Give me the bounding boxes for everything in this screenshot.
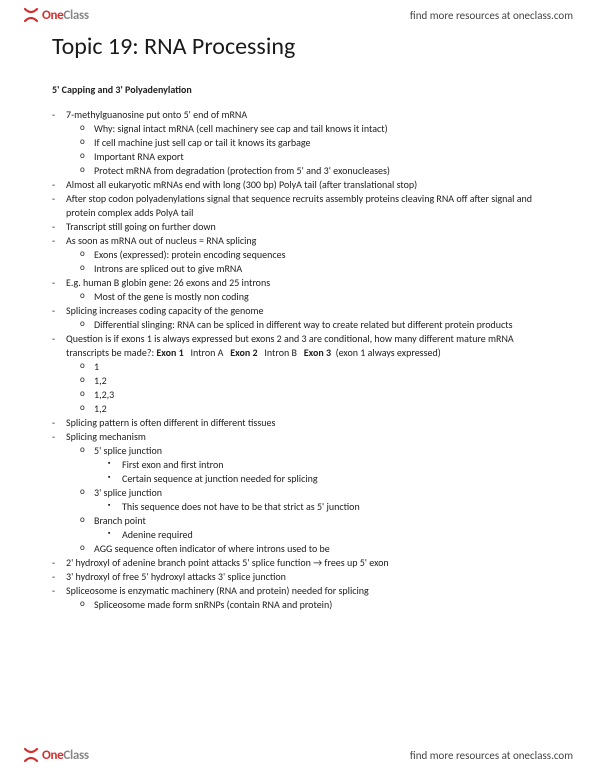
- list-level-3: First exon and first intronCertain seque…: [94, 458, 555, 486]
- list-level-2: Exons (expressed): protein encoding sequ…: [66, 248, 555, 276]
- list-item: Almost all eukaryotic mRNAs end with lon…: [52, 178, 555, 192]
- list-item: 5' splice junctionFirst exon and first i…: [66, 444, 555, 486]
- list-item: This sequence does not have to be that s…: [94, 500, 555, 514]
- resources-link-bottom[interactable]: find more resources at oneclass.com: [410, 749, 573, 762]
- outline-list: 7-methylguanosine put onto 5' end of mRN…: [52, 108, 555, 612]
- list-item: 3' hydroxyl of free 5' hydroxyl attacks …: [52, 570, 555, 584]
- list-item: Most of the gene is mostly non coding: [66, 290, 555, 304]
- list-item: Spliceosome made form snRNPs (contain RN…: [66, 598, 555, 612]
- list-item: 1: [66, 360, 555, 374]
- list-item: Why: signal intact mRNA (cell machinery …: [66, 122, 555, 136]
- logo-text: OneClass: [42, 8, 89, 23]
- list-item: Important RNA export: [66, 150, 555, 164]
- list-item: E.g. human B globin gene: 26 exons and 2…: [52, 276, 555, 304]
- list-item: Differential slinging: RNA can be splice…: [66, 318, 555, 332]
- logo-text: OneClass: [42, 748, 89, 763]
- list-item: Adenine required: [94, 528, 555, 542]
- list-level-2: Spliceosome made form snRNPs (contain RN…: [66, 598, 555, 612]
- document-content: Topic 19: RNA Processing 5' Capping and …: [52, 32, 555, 612]
- list-level-2: Most of the gene is mostly non coding: [66, 290, 555, 304]
- logo-icon: [22, 6, 40, 24]
- list-item: 7-methylguanosine put onto 5' end of mRN…: [52, 108, 555, 178]
- list-item: AGG sequence often indicator of where in…: [66, 542, 555, 556]
- list-item: Transcript still going on further down: [52, 220, 555, 234]
- list-item: After stop codon polyadenylations signal…: [52, 192, 555, 220]
- list-item: As soon as mRNA out of nucleus = RNA spl…: [52, 234, 555, 276]
- logo-icon: [22, 746, 40, 764]
- list-level-2: Why: signal intact mRNA (cell machinery …: [66, 122, 555, 178]
- list-level-3: Adenine required: [94, 528, 555, 542]
- list-item: Branch pointAdenine required: [66, 514, 555, 542]
- list-level-2: 11,21,2,31,2: [66, 360, 555, 416]
- list-item: 2' hydroxyl of adenine branch point atta…: [52, 556, 555, 570]
- list-item: Exons (expressed): protein encoding sequ…: [66, 248, 555, 262]
- section-title: 5' Capping and 3' Polyadenylation: [52, 83, 555, 96]
- list-item: Introns are spliced out to give mRNA: [66, 262, 555, 276]
- list-item: Protect mRNA from degradation (protectio…: [66, 164, 555, 178]
- page-title: Topic 19: RNA Processing: [52, 32, 555, 61]
- list-item: First exon and first intron: [94, 458, 555, 472]
- list-item: 1,2: [66, 374, 555, 388]
- list-item: 1,2,3: [66, 388, 555, 402]
- list-item: Splicing increases coding capacity of th…: [52, 304, 555, 332]
- logo-footer[interactable]: OneClass: [22, 746, 89, 764]
- list-level-2: Differential slinging: RNA can be splice…: [66, 318, 555, 332]
- list-level-2: 5' splice junctionFirst exon and first i…: [66, 444, 555, 556]
- list-item: Splicing mechanism5' splice junctionFirs…: [52, 430, 555, 556]
- list-item: If cell machine just sell cap or tail it…: [66, 136, 555, 150]
- footer-bar: OneClass find more resources at oneclass…: [0, 740, 595, 770]
- resources-link-top[interactable]: find more resources at oneclass.com: [410, 9, 573, 22]
- list-item: 3' splice junctionThis sequence does not…: [66, 486, 555, 514]
- list-item: 1,2: [66, 402, 555, 416]
- list-item: Certain sequence at junction needed for …: [94, 472, 555, 486]
- list-item: Splicing pattern is often different in d…: [52, 416, 555, 430]
- list-item: Question is if exons 1 is always express…: [52, 332, 555, 416]
- list-level-3: This sequence does not have to be that s…: [94, 500, 555, 514]
- logo[interactable]: OneClass: [22, 6, 89, 24]
- list-item: Spliceosome is enzymatic machinery (RNA …: [52, 584, 555, 612]
- header-bar: OneClass find more resources at oneclass…: [0, 0, 595, 30]
